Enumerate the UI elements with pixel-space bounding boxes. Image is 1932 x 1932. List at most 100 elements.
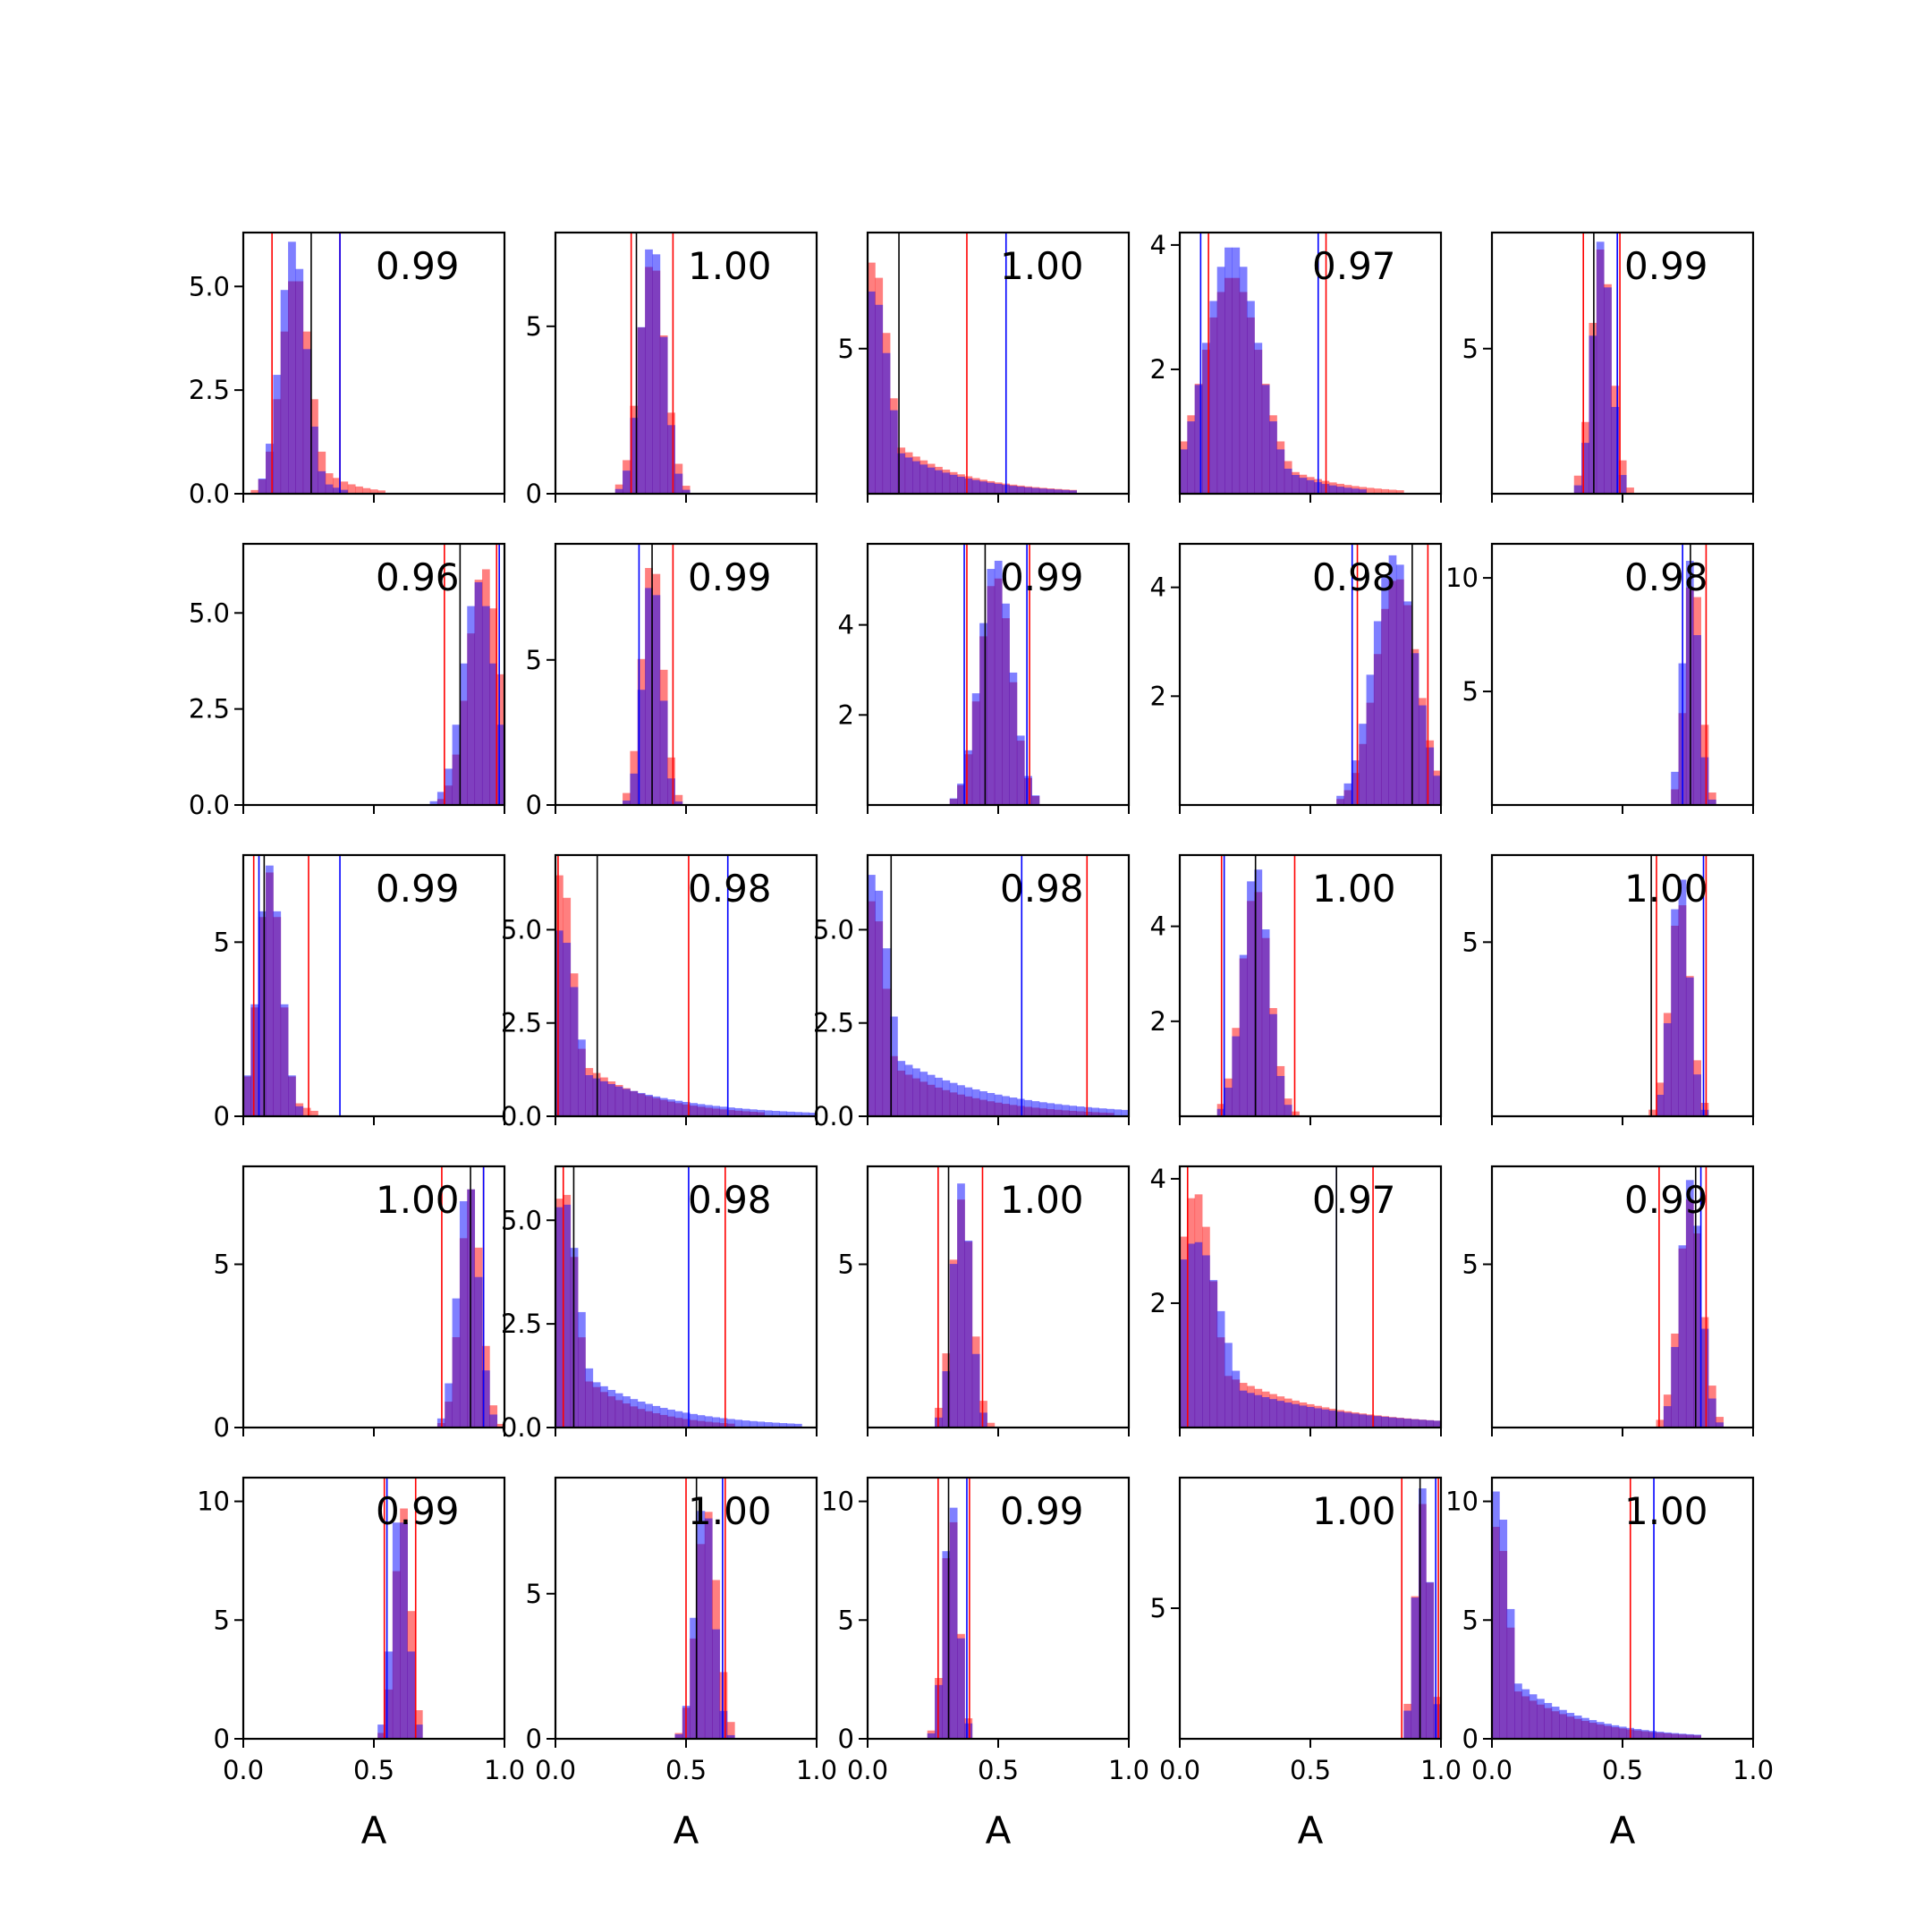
bar-blue [1121,1109,1130,1116]
bar-blue [949,798,958,805]
bar-blue [757,1421,765,1428]
bar-blue [1700,1328,1709,1428]
bar-blue [971,693,980,805]
bar-blue [600,1385,608,1428]
bar-blue [957,1085,965,1116]
bar-blue [496,724,505,805]
bar-blue [875,304,884,494]
bar-red [726,1722,735,1739]
bar-blue [957,784,965,805]
bar-blue [957,1638,965,1739]
bar-blue [779,1423,788,1428]
bar-blue [459,1200,468,1428]
bar-blue [563,943,572,1116]
bar-blue [273,375,282,494]
bar-blue [786,1111,795,1116]
subplot-0-0: 0.0 2.5 5.0 0.99 [189,231,506,509]
y-tick-label: 10 [1445,563,1479,593]
bar-blue [1388,1417,1397,1428]
y-tick-label: 5.0 [813,914,854,945]
bar-blue [674,1100,683,1116]
bar-blue [1247,1393,1255,1428]
subplot-2-2: 0.0 2.5 5.0 0.98 [813,853,1131,1131]
bar-blue [741,1108,750,1116]
bar-blue [659,700,668,805]
bar-blue [1700,757,1709,805]
bar-blue [645,1094,653,1116]
bar-blue [652,1405,661,1428]
bar-red [414,1710,423,1739]
bar-blue [674,1733,683,1739]
bar-blue [623,1396,631,1428]
bar-blue [1284,1105,1292,1116]
bar-blue [1671,771,1679,805]
bar-blue [570,987,579,1116]
y-tick-label: 2.5 [189,375,230,405]
bar-blue [280,1004,289,1116]
y-tick-label: 0 [526,479,542,509]
y-tick-label: 5.0 [189,597,230,628]
bar-blue [1076,1106,1085,1116]
bar-blue [243,1075,251,1116]
subplot-0-3: 24 0.97 [1150,230,1443,503]
bar-blue [949,1507,958,1739]
axes-frame [242,1476,506,1741]
bar-blue [1114,1109,1123,1116]
bar-blue [964,1723,973,1739]
bar-blue [1426,747,1435,805]
bar-blue [764,1422,773,1428]
bar-blue [964,1087,973,1116]
bar-blue [1693,1074,1701,1116]
bar-blue [957,1183,965,1428]
bar-blue [1187,421,1196,494]
y-tick-label: 2 [838,699,854,730]
bar-blue [1581,443,1589,494]
bar-blue [1180,1259,1188,1428]
bar-blue [1373,1416,1382,1428]
bar-blue [1359,1414,1367,1428]
x-tick-label: 0.5 [1602,1755,1643,1785]
bar-blue [719,1710,728,1739]
bar-blue [1299,1405,1308,1428]
bar-blue [1292,475,1300,494]
bar-blue [1693,1734,1701,1739]
y-tick-label: 2 [1150,1288,1166,1318]
axes-frame [1178,853,1443,1118]
bar-blue [764,1110,773,1116]
bar-blue [474,1276,483,1428]
bar-red [1716,1417,1724,1428]
y-tick-label: 5 [526,1579,542,1609]
bar-blue [614,1086,623,1116]
bar-blue [949,474,958,494]
bar-blue [979,481,987,494]
bar-blue [250,1004,259,1116]
bar-blue [793,1112,802,1116]
bar-blue [258,911,267,1116]
bar-blue [1596,1722,1605,1739]
correlation-label: 0.99 [688,555,772,599]
bar-blue [1276,1401,1285,1428]
bar-blue [1098,1108,1107,1116]
bar-blue [1209,1280,1218,1428]
y-tick-label: 0 [214,1101,230,1131]
bar-blue [385,1651,394,1739]
bar-blue [1299,478,1308,494]
axes-frame [1490,231,1755,496]
bar-red [333,478,341,494]
correlation-label: 1.00 [1000,1178,1084,1222]
bar-blue [489,1414,498,1428]
subplot-0-4: 50.99 [1462,231,1755,503]
bar-blue [1678,1733,1687,1739]
bar-red [355,486,363,494]
bar-blue [1589,335,1597,494]
bar-blue [630,418,639,494]
y-tick-label: 4 [1150,572,1166,603]
subplot-1-3: 24 0.98 [1150,542,1443,814]
bar-blue [1351,760,1360,805]
bar-blue [1648,1731,1657,1739]
bar-blue [273,911,282,1116]
bar-red [1707,792,1716,805]
bar-red [623,792,631,805]
bar-blue [919,464,928,494]
